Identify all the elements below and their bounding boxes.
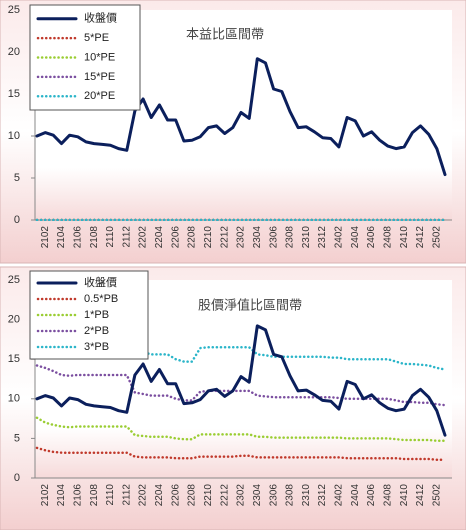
legend-box bbox=[29, 4, 141, 111]
x-tick-label: 2102 bbox=[40, 484, 51, 507]
x-tick-label: 2310 bbox=[301, 226, 312, 249]
x-tick-label: 2308 bbox=[285, 484, 296, 507]
legend-label: 2*PB bbox=[84, 325, 109, 337]
x-tick-label: 2302 bbox=[236, 226, 247, 249]
y-tick-label: 25 bbox=[8, 274, 20, 286]
legend-label: 20*PE bbox=[84, 90, 115, 102]
x-tick-label: 2306 bbox=[268, 226, 279, 249]
series-line bbox=[35, 364, 447, 407]
x-tick-label: 2502 bbox=[431, 226, 442, 249]
y-tick-label: 20 bbox=[8, 46, 20, 58]
chart-title: 本益比區間帶 bbox=[186, 26, 264, 41]
x-tick-label: 2208 bbox=[187, 226, 198, 249]
x-tick-label: 2412 bbox=[415, 226, 426, 249]
legend-label: 3*PB bbox=[84, 341, 109, 353]
y-tick-label: 0 bbox=[14, 472, 20, 484]
legend-label: 1*PB bbox=[84, 309, 109, 321]
x-tick-label: 2404 bbox=[350, 226, 361, 249]
y-tick-label: 25 bbox=[8, 4, 20, 16]
x-tick-label: 2502 bbox=[431, 484, 442, 507]
series-group bbox=[35, 57, 447, 221]
x-tick-label: 2210 bbox=[203, 226, 214, 249]
series-line bbox=[35, 57, 447, 177]
x-tick-label: 2204 bbox=[154, 226, 165, 249]
x-tick-label: 2304 bbox=[252, 484, 263, 507]
x-tick-label: 2410 bbox=[399, 226, 410, 249]
x-tick-label: 2308 bbox=[285, 226, 296, 249]
x-tick-label: 2208 bbox=[187, 484, 198, 507]
x-tick-label: 2110 bbox=[105, 226, 116, 248]
x-tick-label: 2412 bbox=[415, 484, 426, 507]
series-line bbox=[35, 446, 447, 462]
x-tick-label: 2204 bbox=[154, 484, 165, 507]
x-tick-label: 2112 bbox=[121, 484, 132, 506]
x-tick-label: 2312 bbox=[317, 484, 328, 507]
y-tick-label: 15 bbox=[8, 88, 20, 100]
x-tick-label: 2108 bbox=[89, 226, 100, 249]
x-tick-label: 2312 bbox=[317, 226, 328, 249]
x-tick-label: 2406 bbox=[366, 226, 377, 249]
x-tick-label: 2202 bbox=[138, 226, 149, 249]
x-tick-label: 2206 bbox=[170, 226, 181, 249]
series-group bbox=[35, 308, 447, 462]
x-tick-label: 2212 bbox=[219, 226, 230, 249]
legend-label: 10*PE bbox=[84, 51, 115, 63]
x-tick-label: 2108 bbox=[89, 484, 100, 507]
x-tick-label: 2210 bbox=[203, 484, 214, 507]
legend-label: 收盤價 bbox=[84, 275, 117, 289]
legend-label: 5*PE bbox=[84, 32, 109, 44]
x-tick-label: 2402 bbox=[334, 484, 345, 507]
x-tick-label: 2304 bbox=[252, 226, 263, 249]
series-line bbox=[35, 308, 447, 371]
x-tick-label: 2112 bbox=[121, 226, 132, 248]
legend-label: 收盤價 bbox=[84, 11, 117, 25]
y-tick-label: 15 bbox=[8, 353, 20, 365]
y-tick-label: 5 bbox=[14, 432, 20, 444]
x-tick-label: 2310 bbox=[301, 484, 312, 507]
x-tick-label: 2402 bbox=[334, 226, 345, 249]
y-tick-label: 10 bbox=[8, 393, 20, 405]
x-tick-label: 2302 bbox=[236, 484, 247, 507]
legend-label: 15*PE bbox=[84, 71, 115, 83]
x-tick-label: 2408 bbox=[383, 484, 394, 507]
x-tick-label: 2110 bbox=[105, 484, 116, 506]
x-tick-label: 2104 bbox=[56, 484, 67, 507]
x-tick-label: 2104 bbox=[56, 226, 67, 249]
x-tick-label: 2102 bbox=[40, 226, 51, 249]
x-tick-label: 2406 bbox=[366, 484, 377, 507]
x-tick-label: 2212 bbox=[219, 484, 230, 507]
y-tick-label: 5 bbox=[14, 172, 20, 184]
chart-title: 股價淨值比區間帶 bbox=[198, 297, 302, 312]
x-tick-label: 2408 bbox=[383, 226, 394, 249]
series-line bbox=[35, 416, 447, 443]
legend-label: 0.5*PB bbox=[84, 293, 118, 305]
x-tick-label: 2306 bbox=[268, 484, 279, 507]
y-tick-label: 0 bbox=[14, 214, 20, 226]
x-tick-label: 2106 bbox=[72, 226, 83, 249]
x-tick-label: 2410 bbox=[399, 484, 410, 507]
x-tick-label: 2106 bbox=[72, 484, 83, 507]
x-tick-label: 2202 bbox=[138, 484, 149, 507]
y-tick-label: 10 bbox=[8, 130, 20, 142]
y-tick-label: 20 bbox=[8, 314, 20, 326]
x-tick-label: 2404 bbox=[350, 484, 361, 507]
x-tick-label: 2206 bbox=[170, 484, 181, 507]
series-line bbox=[35, 324, 447, 437]
